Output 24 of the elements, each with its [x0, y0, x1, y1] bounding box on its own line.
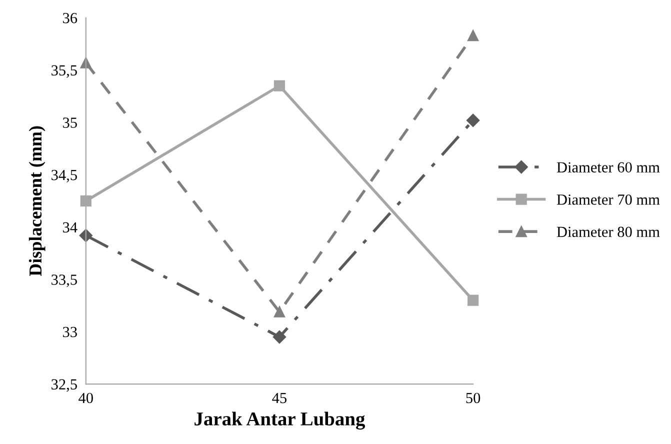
x-axis-title: Jarak Antar Lubang — [194, 412, 366, 430]
legend-label: Diameter 70 mm — [556, 194, 660, 205]
point — [272, 330, 286, 344]
point — [80, 195, 92, 206]
y-tick-label: 36 — [63, 12, 78, 24]
point — [80, 57, 92, 68]
y-tick-label: 32,5 — [52, 379, 77, 392]
point — [468, 30, 479, 42]
x-tick-label: 45 — [272, 392, 287, 404]
x-tick-label: 50 — [466, 392, 480, 404]
point — [274, 80, 286, 92]
y-axis-title: Displacement (mm) — [28, 126, 46, 276]
y-tick-label: 34 — [63, 222, 78, 233]
point — [466, 114, 480, 127]
y-tick-label: 35,5 — [52, 65, 77, 78]
y-tick-label: 33 — [63, 326, 77, 338]
y-tick-label: 35 — [63, 118, 77, 128]
x-tick-label: 40 — [78, 392, 93, 404]
y-tick-label: 33,5 — [52, 274, 77, 288]
point — [468, 294, 479, 306]
y-tick-label: 34,5 — [52, 170, 77, 182]
point — [274, 306, 286, 318]
legend-label: Diameter 60 mm — [556, 162, 660, 172]
legend-label: Diameter 80 mm — [556, 226, 660, 238]
